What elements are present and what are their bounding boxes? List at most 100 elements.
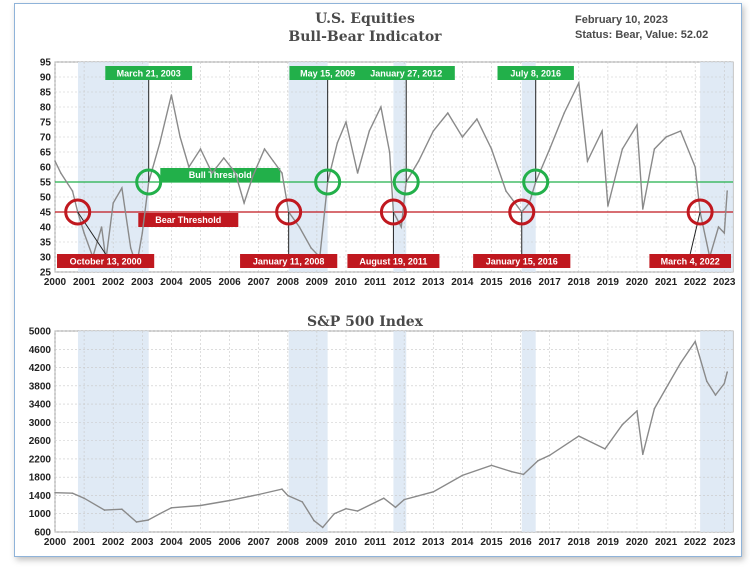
x-tick-label: 2010 [335, 537, 358, 548]
bull-bear-indicator-chart: 25 30 35 40 45 50 55 60 65 70 75 80 85 90 95 2000 2001 20… [40, 58, 736, 289]
series-point [726, 371, 728, 373]
x-tick-label: 2018 [568, 277, 591, 288]
series-point [71, 190, 74, 192]
series-point [679, 362, 682, 364]
x-tick-label: 2013 [422, 277, 445, 288]
signal-marker [314, 168, 342, 196]
series-point [321, 526, 324, 529]
y-tick-label: 75 [40, 118, 52, 129]
signal-connector [689, 211, 701, 255]
series-point [490, 148, 493, 150]
series-point [170, 507, 173, 509]
signal-label-box [57, 254, 155, 268]
report-date: February 10, 2023 [575, 14, 668, 26]
series-point [272, 160, 275, 162]
series-point [188, 166, 190, 168]
x-tick-label: 2012 [393, 277, 416, 288]
series-point [694, 340, 696, 343]
series-point [287, 494, 289, 497]
series-point [563, 112, 565, 114]
series-point [121, 187, 123, 189]
series-point [505, 190, 507, 192]
y-tick-label: 1800 [29, 473, 52, 484]
series-point [223, 157, 225, 159]
series-point [368, 130, 371, 132]
series-point [380, 106, 382, 108]
series-point [706, 380, 708, 383]
signal-label: October 13, 2000 [70, 257, 142, 267]
series-point [604, 448, 606, 450]
bear-period-band [288, 331, 328, 532]
series-point [432, 130, 435, 132]
y-tick-label: 60 [40, 163, 52, 174]
series-point [383, 497, 385, 500]
y-tick-label: 1400 [29, 491, 52, 502]
x-tick-label: 2023 [713, 277, 736, 288]
series-point [679, 130, 682, 132]
x-tick-label: 2013 [422, 537, 445, 548]
signal-marker [379, 198, 407, 226]
x-tick-label: 2016 [509, 277, 532, 288]
x-tick-label: 2009 [306, 277, 329, 288]
x-tick-label: 2006 [218, 537, 241, 548]
series-point [476, 118, 478, 120]
series-point [548, 454, 551, 457]
series-point [83, 232, 85, 234]
series-point [211, 172, 213, 174]
x-tick-label: 2003 [131, 277, 154, 288]
x-tick-label: 2008 [277, 277, 300, 288]
signal-marker [392, 168, 420, 196]
bear-threshold-tag [138, 213, 239, 227]
x-tick-label: 2021 [655, 277, 678, 288]
y-tick-label: 65 [40, 148, 52, 159]
series-point [281, 172, 283, 174]
series-point [159, 142, 161, 144]
y-tick-label: 90 [40, 73, 52, 84]
bull-threshold-label: Bull Threshold [189, 170, 252, 180]
signal-label-box [105, 66, 193, 80]
y-tick-label: 80 [40, 103, 52, 114]
x-tick-label: 2016 [509, 537, 532, 548]
series-point [490, 464, 493, 467]
series-point [601, 130, 603, 132]
series-point [100, 226, 103, 228]
signal-marker [64, 198, 92, 226]
series-point [336, 142, 339, 144]
y-tick-label: 35 [40, 238, 52, 249]
x-tick-label: 2015 [480, 277, 503, 288]
series-point [356, 172, 359, 174]
series-point [257, 493, 260, 496]
series-point [243, 202, 245, 204]
signal-label: July 8, 2016 [510, 69, 561, 79]
signal-label-box [649, 254, 731, 268]
signal-label: August 19, 2011 [359, 257, 427, 267]
series-point [714, 394, 717, 396]
series-point [586, 160, 589, 162]
series-point [417, 160, 420, 162]
status-readout: Status: Bear, Value: 52.02 [575, 29, 708, 41]
y-tick-label: 50 [40, 193, 52, 204]
signal-label-box [289, 66, 366, 80]
x-tick-label: 2005 [189, 537, 212, 548]
indicator-title: U.S. Equities [315, 11, 415, 27]
series-point [723, 382, 726, 385]
x-tick-label: 2000 [44, 277, 67, 288]
series-point [228, 499, 231, 502]
series-point [621, 148, 624, 150]
x-tick-label: 2012 [393, 537, 416, 548]
series-point [636, 124, 638, 126]
x-tick-label: 2022 [684, 277, 707, 288]
y-tick-label: 30 [40, 253, 52, 264]
y-tick-label: 95 [40, 58, 52, 69]
x-tick-label: 2004 [160, 537, 183, 548]
x-tick-label: 2007 [248, 537, 271, 548]
series-point [642, 453, 644, 456]
y-tick-label: 25 [40, 268, 52, 279]
signal-label-box [240, 254, 338, 268]
signal-label-box [357, 66, 455, 80]
signal-label: March 4, 2022 [661, 257, 720, 267]
x-tick-label: 2020 [626, 537, 649, 548]
series-point [159, 512, 161, 515]
series-point [607, 205, 609, 207]
series-point [403, 498, 406, 501]
